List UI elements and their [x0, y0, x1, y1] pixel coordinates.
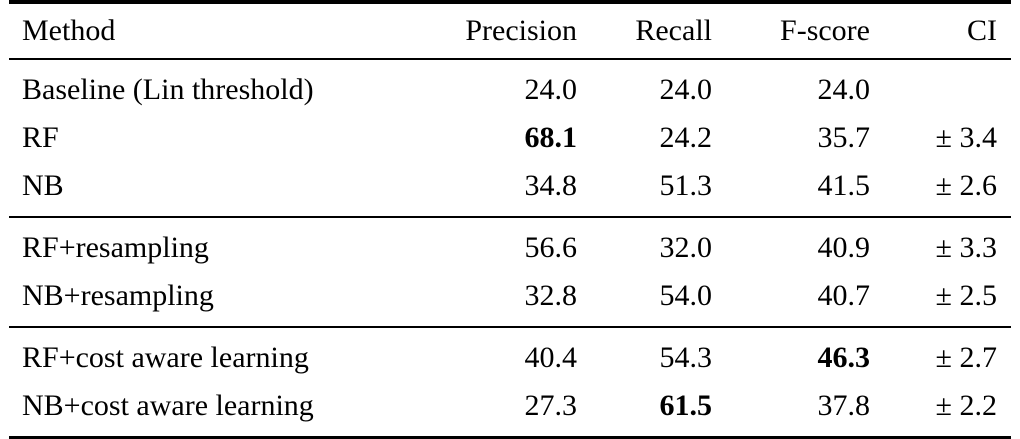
cell-ci: ± 2.2 — [935, 389, 997, 422]
cell-precision: 34.8 — [524, 169, 578, 202]
col-header-precision: Precision — [369, 2, 577, 60]
cell-fscore: 46.3 — [817, 341, 871, 374]
cell-ci — [870, 59, 1011, 114]
cell-ci: ± 2.6 — [935, 169, 997, 202]
row-group-3: RF+cost aware learning 40.4 54.3 46.3 ± 2.7 N… — [9, 327, 1011, 438]
col-header-ci: CI — [870, 2, 1011, 60]
table-row: RF 68.1 24.2 35.7 ± 3.4 — [9, 114, 1011, 162]
cell-method: Baseline (Lin threshold) — [22, 73, 314, 106]
table-row: NB+cost aware learning 27.3 61.5 37.8 ± 2.2 — [9, 382, 1011, 438]
cell-recall: 24.2 — [659, 121, 713, 154]
cell-fscore: 37.8 — [817, 389, 871, 422]
cell-fscore: 35.7 — [817, 121, 871, 154]
cell-method: RF+cost aware learning — [22, 341, 309, 374]
cell-recall: 61.5 — [659, 389, 713, 422]
cell-method: NB — [22, 169, 64, 202]
cell-ci: ± 2.5 — [935, 279, 997, 312]
row-group-2: RF+resampling 56.6 32.0 40.9 ± 3.3 NB+resampl… — [9, 217, 1011, 327]
cell-ci: ± 2.7 — [935, 341, 997, 374]
table-header: Method Precision Recall F-score CI — [9, 2, 1011, 60]
cell-recall: 24.0 — [659, 73, 713, 106]
cell-fscore: 24.0 — [817, 73, 871, 106]
table-row: RF+resampling 56.6 32.0 40.9 ± 3.3 — [9, 217, 1011, 272]
results-table: Method Precision Recall F-score CI Basel… — [9, 0, 1011, 439]
cell-ci: ± 3.3 — [935, 231, 997, 264]
cell-precision: 40.4 — [524, 341, 578, 374]
cell-fscore: 40.7 — [817, 279, 871, 312]
cell-recall: 54.0 — [659, 279, 713, 312]
cell-precision: 32.8 — [524, 279, 578, 312]
col-header-method: Method — [9, 2, 369, 60]
cell-precision: 27.3 — [524, 389, 578, 422]
cell-method: RF — [22, 121, 59, 154]
cell-method: NB+resampling — [22, 279, 214, 312]
cell-precision: 24.0 — [524, 73, 578, 106]
row-group-1: Baseline (Lin threshold) 24.0 24.0 24.0 RF 68… — [9, 59, 1011, 217]
cell-method: NB+cost aware learning — [22, 389, 314, 422]
cell-precision: 68.1 — [524, 121, 578, 154]
cell-ci: ± 3.4 — [935, 121, 997, 154]
cell-recall: 32.0 — [659, 231, 713, 264]
col-header-fscore: F-score — [712, 2, 870, 60]
cell-precision: 56.6 — [524, 231, 578, 264]
col-header-recall: Recall — [577, 2, 712, 60]
cell-recall: 54.3 — [659, 341, 713, 374]
header-row: Method Precision Recall F-score CI — [9, 2, 1011, 60]
cell-method: RF+resampling — [22, 231, 209, 264]
table-row: NB 34.8 51.3 41.5 ± 2.6 — [9, 162, 1011, 217]
table-row: NB+resampling 32.8 54.0 40.7 ± 2.5 — [9, 272, 1011, 327]
table-row: RF+cost aware learning 40.4 54.3 46.3 ± 2.7 — [9, 327, 1011, 382]
cell-fscore: 40.9 — [817, 231, 871, 264]
cell-fscore: 41.5 — [817, 169, 871, 202]
table-row: Baseline (Lin threshold) 24.0 24.0 24.0 — [9, 59, 1011, 114]
cell-recall: 51.3 — [659, 169, 713, 202]
